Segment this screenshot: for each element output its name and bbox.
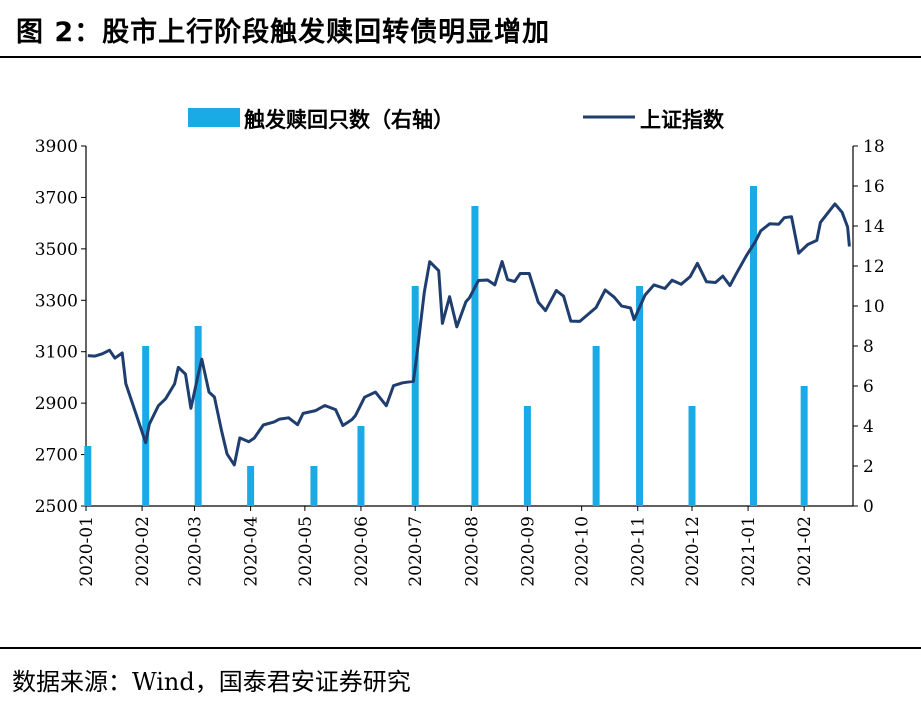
legend-label-line: 上证指数 bbox=[640, 108, 725, 132]
source-rule bbox=[0, 647, 921, 649]
index-line bbox=[87, 202, 851, 467]
x-tick-label: 2020-10 bbox=[573, 516, 593, 587]
x-tick-label: 2020-11 bbox=[629, 516, 649, 587]
redemption-bar bbox=[357, 426, 365, 506]
right-tick-label: 12 bbox=[863, 257, 885, 277]
left-tick-label: 2500 bbox=[35, 497, 78, 517]
redemption-bar bbox=[750, 186, 758, 506]
source-note: 数据来源：Wind，国泰君安证券研究 bbox=[12, 668, 411, 696]
figure-title: 图 2：股市上行阶段触发赎回转债明显增加 bbox=[16, 17, 551, 48]
x-tick-label: 2020-08 bbox=[462, 516, 482, 587]
redemption-bar bbox=[688, 406, 696, 506]
left-tick-label: 3700 bbox=[35, 188, 78, 208]
legend-label-bars: 触发赎回只数（右轴） bbox=[244, 108, 454, 132]
redemption-bar bbox=[194, 326, 202, 506]
legend: 触发赎回只数（右轴） 上证指数 bbox=[188, 108, 725, 132]
legend-swatch-bars bbox=[188, 108, 240, 127]
x-tick-label: 2020-02 bbox=[133, 516, 153, 587]
x-tick-label: 2020-05 bbox=[296, 516, 316, 587]
right-tick-label: 6 bbox=[863, 377, 874, 397]
right-tick-label: 2 bbox=[863, 457, 874, 477]
redemption-bar bbox=[142, 346, 150, 506]
left-tick-label: 2900 bbox=[35, 394, 78, 414]
redemption-bar bbox=[471, 206, 479, 506]
bar-series bbox=[84, 186, 808, 506]
right-tick-label: 0 bbox=[863, 497, 874, 517]
redemption-bar bbox=[592, 346, 600, 506]
redemption-bar bbox=[84, 446, 92, 506]
right-tick-label: 8 bbox=[863, 337, 874, 357]
title-rule bbox=[0, 56, 921, 58]
x-tick-label: 2021-02 bbox=[795, 516, 815, 587]
x-tick-label: 2021-01 bbox=[739, 516, 759, 587]
x-tick-label: 2020-12 bbox=[683, 516, 703, 587]
x-tick-label: 2020-07 bbox=[406, 516, 426, 587]
left-tick-label: 3900 bbox=[35, 137, 78, 157]
left-tick-label: 2700 bbox=[35, 446, 78, 466]
redemption-bar bbox=[800, 386, 808, 506]
x-tick-label: 2020-06 bbox=[352, 516, 372, 587]
right-tick-label: 18 bbox=[863, 137, 885, 157]
right-tick-label: 14 bbox=[863, 217, 885, 237]
right-tick-label: 16 bbox=[863, 177, 885, 197]
x-tick-label: 2020-03 bbox=[186, 516, 206, 587]
right-tick-label: 4 bbox=[863, 417, 874, 437]
left-tick-label: 3100 bbox=[35, 343, 78, 363]
redemption-bar bbox=[310, 466, 318, 506]
axes: 2500 2700 2900 3100 3300 3500 3700 3900 0 2 4 6 8 10 1… bbox=[35, 137, 885, 587]
redemption-bar bbox=[636, 286, 644, 506]
left-tick-label: 3300 bbox=[35, 291, 78, 311]
redemption-bar bbox=[247, 466, 255, 506]
left-tick-label: 3500 bbox=[35, 240, 78, 260]
x-tick-label: 2020-01 bbox=[77, 516, 97, 587]
redemption-bar bbox=[411, 286, 419, 506]
x-tick-label: 2020-09 bbox=[518, 516, 538, 587]
redemption-bar bbox=[523, 406, 531, 506]
x-tick-label: 2020-04 bbox=[242, 516, 262, 587]
right-tick-label: 10 bbox=[863, 297, 885, 317]
